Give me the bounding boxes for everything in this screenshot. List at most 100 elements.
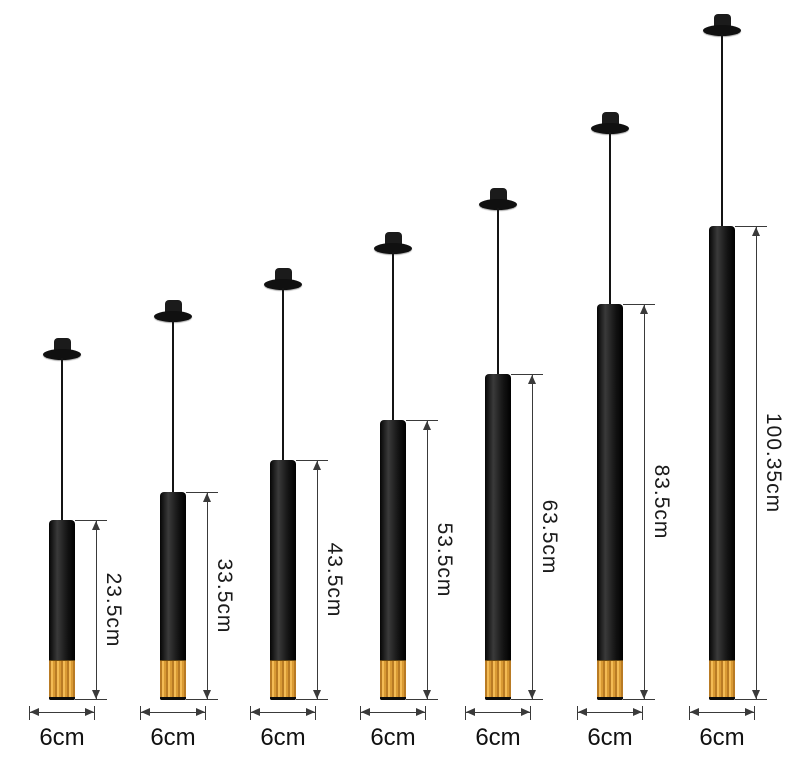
dimension-tick (511, 699, 543, 700)
dimension-line (361, 712, 425, 713)
arrow-down-icon (752, 690, 760, 699)
dimension-line (690, 712, 754, 713)
dimension-tick (315, 706, 316, 720)
dimension-tick (754, 706, 755, 720)
gold-tip (160, 660, 186, 697)
pendant-wire (497, 208, 499, 374)
dimension-line (578, 712, 642, 713)
dimension-tick (425, 706, 426, 720)
dimension-tick (360, 706, 361, 720)
dimension-tick (186, 492, 218, 493)
length-dimension: 53.5cm (406, 420, 456, 700)
ceiling-mount (263, 268, 303, 290)
canopy-disc (591, 123, 629, 134)
length-label: 23.5cm (102, 572, 125, 648)
dimension-tick (250, 706, 251, 720)
ceiling-mount (478, 188, 518, 210)
pendant-wire (392, 252, 394, 420)
dimension-tick (406, 699, 438, 700)
arrow-left-icon (578, 708, 587, 716)
dimension-tick (406, 420, 438, 421)
arrow-left-icon (690, 708, 699, 716)
gold-tip (597, 660, 623, 697)
arrow-down-icon (92, 690, 100, 699)
dimension-line (96, 521, 97, 699)
ceiling-mount (42, 338, 82, 360)
arrow-right-icon (521, 708, 530, 716)
dimension-tick (511, 374, 543, 375)
length-label: 63.5cm (538, 499, 561, 575)
diameter-label: 6cm (260, 724, 306, 751)
dimension-line (756, 227, 757, 699)
pendant-lamp-4: 53.5cm 6cm (338, 0, 456, 765)
arrow-left-icon (30, 708, 39, 716)
dimension-tick (94, 706, 95, 720)
dimension-tick (735, 226, 767, 227)
dimension-tick (29, 706, 30, 720)
dimension-tick (577, 706, 578, 720)
arrow-up-icon (640, 305, 648, 314)
dimension-line (141, 712, 205, 713)
length-dimension: 83.5cm (623, 304, 673, 700)
canopy-knob (713, 14, 731, 27)
arrow-right-icon (196, 708, 205, 716)
dimension-tick (75, 699, 107, 700)
dimension-tick (735, 699, 767, 700)
lamp-tube (160, 492, 186, 700)
dimension-line (466, 712, 530, 713)
pendant-lamp-2: 33.5cm 6cm (118, 0, 236, 765)
arrow-down-icon (203, 690, 211, 699)
arrow-up-icon (92, 521, 100, 530)
diameter-dimension (465, 706, 531, 720)
ceiling-mount (702, 14, 742, 36)
ceiling-mount (590, 112, 630, 134)
arrow-up-icon (423, 421, 431, 430)
arrow-up-icon (752, 227, 760, 236)
pendant-wire (721, 34, 723, 226)
canopy-disc (703, 25, 741, 36)
pendant-lamp-1: 23.5cm 6cm (7, 0, 125, 765)
pendant-lamp-3: 43.5cm 6cm (228, 0, 346, 765)
arrow-left-icon (466, 708, 475, 716)
arrow-left-icon (251, 708, 260, 716)
canopy-disc (374, 243, 412, 254)
dimension-tick (186, 699, 218, 700)
arrow-left-icon (361, 708, 370, 716)
canopy-knob (489, 188, 507, 201)
canopy-disc (43, 349, 81, 360)
arrow-down-icon (423, 690, 431, 699)
pendant-lamp-6: 83.5cm 6cm (555, 0, 673, 765)
dimension-tick (75, 520, 107, 521)
diameter-label: 6cm (699, 724, 745, 751)
length-label: 33.5cm (213, 558, 236, 634)
canopy-disc (479, 199, 517, 210)
ceiling-mount (373, 232, 413, 254)
dimension-tick (296, 699, 328, 700)
gold-tip (380, 660, 406, 697)
diameter-label: 6cm (370, 724, 416, 751)
dimension-line (427, 421, 428, 699)
diameter-dimension (689, 706, 755, 720)
length-dimension: 23.5cm (75, 520, 125, 700)
gold-tip (49, 660, 75, 697)
arrow-right-icon (745, 708, 754, 716)
canopy-knob (164, 300, 182, 313)
dimension-tick (689, 706, 690, 720)
length-dimension: 43.5cm (296, 460, 346, 700)
arrow-right-icon (85, 708, 94, 716)
canopy-knob (601, 112, 619, 125)
arrow-right-icon (416, 708, 425, 716)
canopy-knob (274, 268, 292, 281)
pendant-lamp-7: 100.35cm 6cm (667, 0, 785, 765)
lamp-tube (270, 460, 296, 700)
arrow-down-icon (640, 690, 648, 699)
pendant-lamp-5: 63.5cm 6cm (443, 0, 561, 765)
diameter-label: 6cm (39, 724, 85, 751)
pendant-wire (61, 358, 63, 520)
arrow-up-icon (313, 461, 321, 470)
dimension-line (532, 375, 533, 699)
arrow-down-icon (313, 690, 321, 699)
canopy-knob (384, 232, 402, 245)
gold-tip (485, 660, 511, 697)
